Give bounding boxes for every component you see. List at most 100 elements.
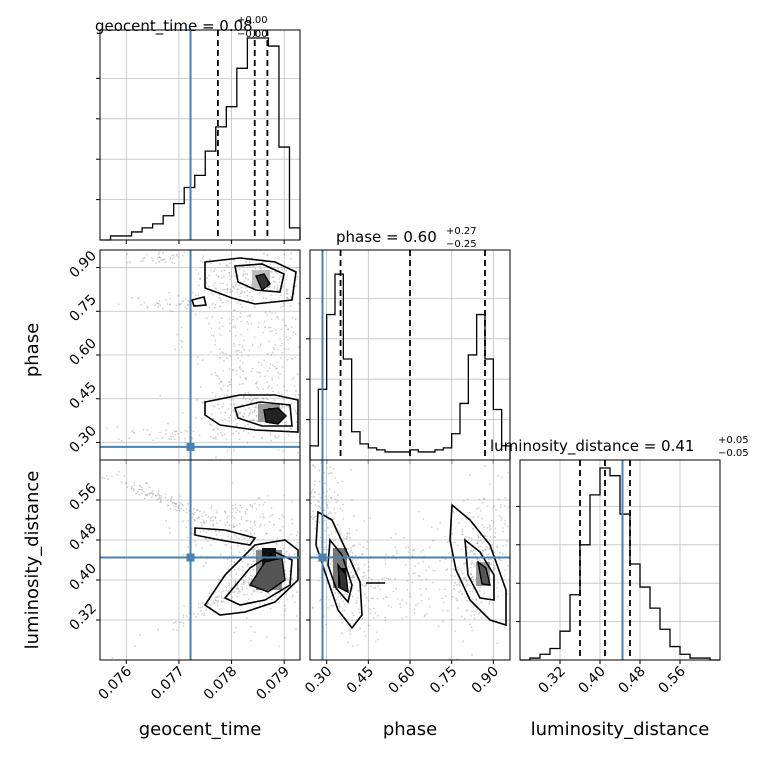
phase-vs-geocent-scatter-point (235, 430, 238, 433)
ldist-vs-phase-scatter-point (444, 535, 447, 538)
phase-vs-geocent-scatter-point (247, 354, 250, 357)
title-phase-sup: +0.27 (446, 226, 477, 237)
phase-vs-geocent-scatter-point (250, 283, 253, 286)
ldist-vs-geocent-scatter-point (231, 591, 234, 594)
ldist-vs-geocent-scatter-point (214, 599, 217, 602)
phase-vs-geocent-scatter-point (289, 337, 292, 339)
phase-vs-geocent-scatter-point (194, 313, 197, 316)
ldist-vs-phase-scatter-point (493, 505, 496, 507)
ldist-vs-phase-scatter-point (445, 569, 448, 572)
phase-vs-geocent-scatter-point (278, 277, 281, 280)
ldist-vs-phase-scatter-point (479, 560, 481, 562)
phase-vs-geocent-scatter-point (161, 307, 164, 310)
ldist-vs-phase-scatter-point (335, 598, 338, 601)
phase-vs-geocent-scatter-point (270, 318, 273, 320)
ldist-vs-phase-scatter-point (375, 631, 378, 634)
phase-vs-geocent-scatter-point (224, 419, 227, 421)
phase-vs-geocent-scatter-point (295, 278, 298, 281)
ldist-vs-phase-scatter-point (502, 545, 504, 547)
phase-vs-geocent-scatter-point (212, 437, 215, 440)
ldist-vs-phase-scatter-point (314, 466, 317, 468)
phase-vs-geocent-scatter-point (230, 276, 233, 278)
ldist-vs-phase-scatter-point (411, 581, 414, 584)
phase-vs-geocent-scatter-point (266, 398, 269, 401)
ldist-vs-phase-scatter-point (341, 609, 344, 612)
ldist-vs-geocent-scatter-point (238, 522, 241, 525)
phase-vs-geocent-scatter-point (294, 410, 297, 413)
ldist-vs-phase-scatter-point (499, 503, 502, 506)
ldist-vs-geocent-scatter-point (255, 508, 258, 510)
phase-vs-geocent-scatter-point (283, 253, 285, 256)
phase-vs-geocent-scatter-point (272, 390, 274, 393)
phase-vs-geocent-scatter-point (290, 427, 293, 429)
ldist-vs-geocent-scatter-point (202, 530, 205, 532)
ldist-vs-phase-scatter-point (427, 565, 430, 568)
phase-vs-geocent-scatter-point (226, 450, 229, 452)
ldist-vs-geocent-scatter-point (192, 508, 195, 511)
phase-vs-geocent-scatter-point (248, 265, 251, 268)
title-geocent-time-sup: +0.00 (237, 15, 268, 26)
ldist-vs-geocent-scatter-point (238, 590, 240, 593)
ldist-vs-geocent-scatter-point (269, 515, 272, 518)
ldist-vs-phase-scatter-point (487, 553, 490, 556)
phase-vs-geocent-scatter-point (261, 397, 264, 400)
phase-vs-geocent-scatter-point (277, 348, 280, 351)
phase-vs-geocent-scatter-point (225, 438, 228, 441)
ldist-vs-phase-scatter-point (444, 595, 447, 598)
ldist-vs-geocent-scatter-point (213, 602, 216, 605)
ldist-vs-phase-scatter-point (419, 575, 421, 577)
ldist-vs-phase-scatter-point (313, 483, 316, 486)
ldist-vs-geocent-scatter-point (225, 589, 228, 591)
phase-vs-geocent-scatter-point (246, 320, 249, 323)
phase-vs-geocent-scatter-point (286, 297, 289, 299)
ldist-vs-geocent-scatter-point (259, 523, 262, 526)
ldist-vs-phase-scatter-point (352, 515, 355, 517)
ldist-vs-phase-scatter-point (385, 577, 388, 580)
ldist-vs-phase-scatter-point (329, 465, 332, 468)
phase-vs-geocent-scatter-point (167, 422, 169, 425)
phase-vs-geocent-scatter-point (184, 306, 187, 309)
ldist-vs-geocent-scatter-point (284, 609, 286, 612)
ldist-vs-geocent-scatter-point (250, 593, 253, 596)
ldist-vs-phase-scatter-point (486, 546, 489, 549)
ldist-vs-phase-scatter-point (365, 605, 367, 607)
luminosity-distance-hist-xtick-label: 0.48 (615, 664, 648, 697)
phase-vs-geocent-scatter-point (222, 325, 224, 328)
phase-vs-geocent-scatter-point (242, 395, 245, 398)
phase-vs-geocent-scatter-point (218, 377, 221, 380)
ldist-vs-geocent-scatter-point (194, 519, 197, 522)
phase-vs-geocent-scatter-point (221, 351, 224, 354)
phase-vs-geocent-scatter-point (280, 275, 283, 278)
title-luminosity-distance-sup: +0.05 (718, 435, 749, 446)
ldist-vs-geocent-scatter-point (281, 514, 284, 516)
ldist-vs-geocent-scatter-point (251, 528, 254, 531)
ldist-vs-geocent-scatter-point (174, 621, 177, 623)
ldist-vs-phase-scatter-point (458, 583, 461, 586)
phase-vs-geocent-scatter-point (247, 322, 250, 325)
ldist-vs-phase-scatter-point (446, 568, 449, 570)
ldist-vs-phase-scatter-point (348, 527, 351, 530)
phase-vs-geocent-scatter-point (248, 413, 251, 415)
ldist-vs-phase-scatter-point (342, 503, 344, 506)
phase-vs-geocent-scatter-point (191, 291, 194, 294)
ldist-vs-phase-scatter-point (325, 548, 328, 551)
phase-vs-geocent-scatter-point (286, 359, 289, 361)
ldist-vs-phase-scatter-point (465, 585, 468, 587)
ldist-vs-phase-scatter-point (329, 563, 331, 566)
phase-vs-geocent-scatter-point (292, 331, 295, 334)
ldist-vs-phase-scatter-point (362, 553, 364, 555)
phase-vs-geocent-scatter-point (277, 267, 279, 270)
ldist-vs-geocent-scatter-point (221, 597, 224, 600)
ldist-vs-phase-scatter-point (315, 553, 318, 556)
phase-vs-geocent-scatter-point (142, 428, 145, 431)
phase-vs-geocent-scatter-point (217, 403, 219, 406)
ldist-vs-phase-scatter-point (471, 610, 473, 612)
ldist-vs-phase-scatter-point (470, 549, 472, 552)
phase-vs-geocent-scatter-point (248, 349, 251, 352)
ldist-vs-geocent-scatter-point (197, 516, 200, 519)
ldist-vs-geocent-scatter-point (252, 550, 255, 552)
ldist-vs-phase-scatter-point (450, 560, 453, 562)
ldist-vs-phase-scatter-point (318, 599, 321, 602)
ldist-vs-phase-scatter-point (478, 536, 480, 539)
